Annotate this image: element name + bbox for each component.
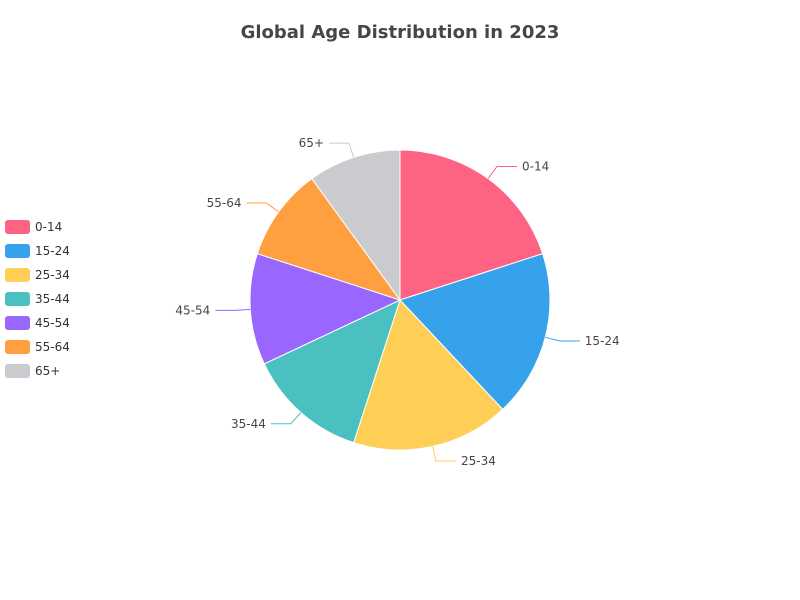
slice-label-25-34: 25-34 [461, 454, 496, 468]
leader-line-0-14 [487, 166, 517, 179]
pie-slices [249, 149, 551, 451]
pie-slice-55-64[interactable] [256, 177, 402, 301]
pie-slice-15-24[interactable] [399, 253, 551, 411]
slice-label-45-54: 45-54 [175, 303, 210, 317]
chart-title: Global Age Distribution in 2023 [241, 22, 560, 43]
legend-swatch-0-14[interactable] [5, 220, 30, 234]
legend-swatch-55-64[interactable] [5, 340, 30, 354]
legend-swatch-35-44[interactable] [5, 292, 30, 306]
legend-swatch-45-54[interactable] [5, 316, 30, 330]
legend-label-55-64[interactable]: 55-64 [35, 340, 70, 354]
legend-label-45-54[interactable]: 45-54 [35, 316, 70, 330]
pie-slice-0-14[interactable] [399, 149, 544, 301]
legend-label-15-24[interactable]: 15-24 [35, 244, 70, 258]
legend-label-35-44[interactable]: 35-44 [35, 292, 70, 306]
slice-label-15-24: 15-24 [585, 334, 620, 348]
legend-label-0-14[interactable]: 0-14 [35, 220, 62, 234]
legend-label-65plus[interactable]: 65+ [35, 364, 60, 378]
leader-line-55-64 [246, 202, 279, 213]
slice-label-65plus: 65+ [299, 136, 324, 150]
leader-line-15-24 [545, 336, 580, 342]
pie-slice-25-34[interactable] [353, 299, 504, 451]
slice-label-55-64: 55-64 [207, 196, 242, 210]
slice-label-0-14: 0-14 [522, 160, 549, 174]
chart-legend: 0-14 15-24 25-34 35-44 45-54 55-64 65+ [5, 220, 70, 378]
leader-line-65plus [329, 142, 355, 158]
legend-swatch-25-34[interactable] [5, 268, 30, 282]
pie-slice-35-44[interactable] [263, 299, 401, 444]
slice-label-35-44: 35-44 [231, 417, 266, 431]
leader-line-45-54 [215, 308, 251, 311]
legend-label-25-34[interactable]: 25-34 [35, 268, 70, 282]
legend-swatch-65plus[interactable] [5, 364, 30, 378]
pie-slice-65plus[interactable] [311, 149, 401, 302]
leader-line-35-44 [270, 412, 302, 425]
leader-line-25-34 [432, 446, 456, 462]
legend-swatch-15-24[interactable] [5, 244, 30, 258]
pie-label-leaders: 0-14 15-24 25-34 35-44 45-54 55-64 65+ [175, 136, 619, 468]
